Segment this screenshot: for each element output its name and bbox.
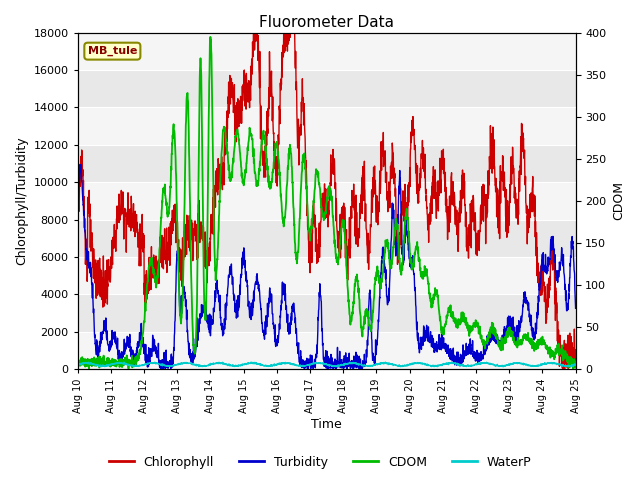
Bar: [77, 70, 575, 108]
X-axis label: Time: Time: [311, 419, 342, 432]
Title: Fluorometer Data: Fluorometer Data: [259, 15, 394, 30]
Y-axis label: Chlorophyll/Turbidity: Chlorophyll/Turbidity: [15, 137, 28, 265]
Bar: [77, 108, 575, 145]
Bar: [77, 182, 575, 219]
Bar: [77, 332, 575, 369]
Bar: [77, 145, 575, 182]
Legend: Chlorophyll, Turbidity, CDOM, WaterP: Chlorophyll, Turbidity, CDOM, WaterP: [104, 451, 536, 474]
Bar: [77, 33, 575, 70]
Bar: [77, 219, 575, 257]
Text: MB_tule: MB_tule: [88, 46, 137, 56]
Y-axis label: CDOM: CDOM: [612, 181, 625, 220]
Bar: [77, 294, 575, 332]
Bar: [77, 257, 575, 294]
